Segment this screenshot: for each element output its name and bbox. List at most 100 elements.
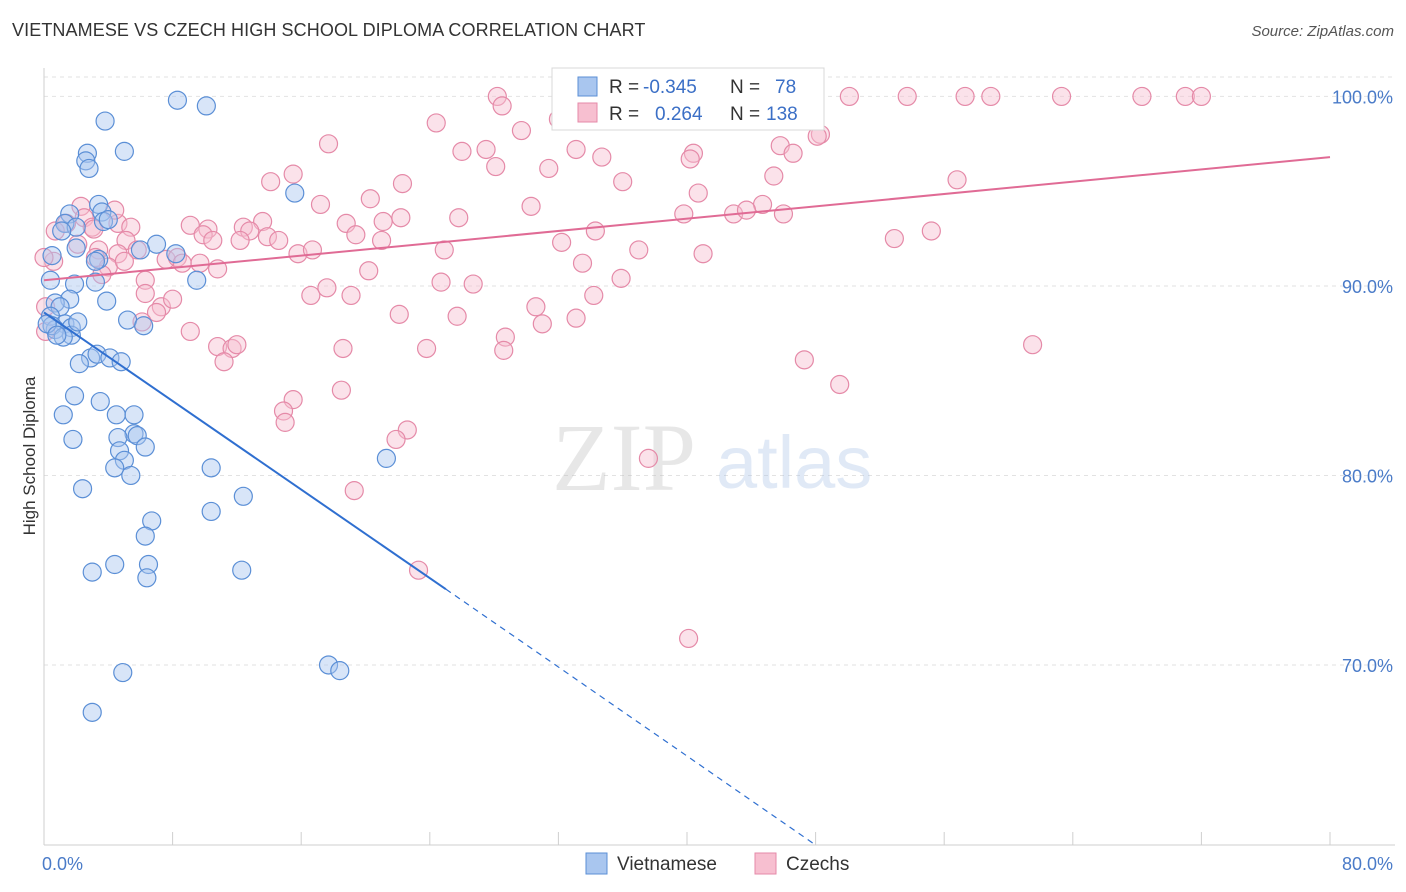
data-point	[166, 244, 186, 264]
data-point	[487, 86, 507, 107]
data-point	[376, 448, 396, 468]
trend-line-vietnamese-extrapolated	[445, 588, 816, 846]
data-point	[884, 228, 904, 249]
data-point	[526, 297, 546, 317]
data-point	[66, 217, 86, 237]
data-point	[397, 420, 417, 440]
data-point	[135, 437, 155, 457]
legend-swatch-vietnamese	[577, 76, 598, 97]
data-point	[106, 405, 126, 425]
data-point	[981, 86, 1001, 107]
data-point	[201, 501, 221, 522]
data-point	[611, 268, 631, 288]
data-point	[511, 120, 532, 141]
data-point	[736, 200, 757, 220]
data-point	[1175, 86, 1195, 107]
y-tick-label: 90.0%	[1342, 277, 1393, 297]
data-point	[69, 354, 89, 374]
data-point	[947, 170, 967, 190]
data-point	[1051, 86, 1072, 107]
data-point	[392, 174, 413, 194]
data-point	[146, 302, 167, 323]
y-tick-label: 100.0%	[1332, 87, 1393, 107]
legend-r-value-czechs: 0.264	[655, 104, 703, 125]
data-point	[72, 479, 93, 499]
data-point	[360, 189, 380, 209]
data-point	[275, 412, 295, 432]
data-point	[47, 325, 67, 345]
data-point	[572, 253, 593, 273]
data-point	[253, 211, 273, 232]
data-point	[98, 210, 118, 230]
data-point	[130, 240, 151, 260]
trend-line-czechs	[43, 156, 1331, 282]
data-point	[52, 221, 72, 241]
data-point	[187, 270, 207, 290]
data-point	[34, 247, 54, 268]
data-point	[283, 164, 303, 184]
data-point	[463, 274, 483, 294]
data-point	[89, 249, 109, 270]
data-point	[592, 147, 612, 167]
data-point	[955, 86, 975, 107]
data-point	[629, 240, 649, 260]
vietnamese-points	[37, 90, 396, 722]
data-point	[301, 285, 321, 306]
data-point	[82, 562, 102, 582]
data-point	[638, 448, 659, 468]
x-ticks	[43, 832, 1331, 845]
data-point	[82, 702, 102, 722]
czechs-points	[34, 86, 1212, 649]
data-point	[897, 86, 917, 107]
data-point	[85, 251, 106, 271]
data-point	[36, 297, 56, 317]
data-point	[127, 426, 147, 446]
bottom-legend-vietnamese: Vietnamese	[617, 854, 717, 875]
legend-swatch-czechs	[577, 102, 598, 123]
data-point	[196, 96, 216, 116]
data-point	[584, 285, 604, 306]
data-point	[344, 481, 364, 501]
data-point	[921, 221, 941, 241]
watermark: ZIP atlas	[552, 404, 872, 511]
data-point	[53, 405, 73, 425]
data-point	[773, 204, 794, 224]
data-point	[539, 158, 559, 179]
data-point	[42, 246, 62, 266]
data-point	[137, 568, 157, 588]
y-tick-label: 70.0%	[1342, 656, 1393, 676]
data-point	[693, 244, 713, 264]
data-point	[389, 304, 409, 324]
data-point	[63, 429, 83, 450]
data-point	[391, 208, 411, 228]
data-point	[447, 306, 467, 326]
data-point	[85, 272, 106, 292]
data-point	[371, 230, 392, 251]
bottom-swatch-czechs	[754, 852, 777, 875]
data-point	[331, 380, 351, 400]
bottom-legend-czechs: Czechs	[786, 854, 849, 875]
data-point	[92, 202, 112, 222]
data-point	[566, 139, 586, 160]
data-point	[114, 141, 134, 161]
data-point	[492, 96, 512, 116]
data-point	[566, 308, 586, 328]
data-point	[135, 526, 155, 546]
data-point	[426, 113, 446, 133]
data-point	[111, 352, 131, 372]
data-point	[261, 172, 281, 192]
watermark-zip: ZIP	[552, 404, 696, 511]
data-point	[346, 225, 366, 245]
data-point	[97, 291, 117, 311]
data-point	[486, 156, 506, 177]
data-point	[134, 316, 154, 336]
data-point	[203, 230, 223, 251]
legend-n-value-vietnamese: 78	[775, 77, 796, 98]
data-point	[494, 340, 514, 360]
y-axis-label: High School Diploma	[20, 376, 39, 535]
data-point	[190, 253, 210, 273]
data-point	[257, 227, 278, 247]
data-point	[476, 139, 496, 160]
data-point	[117, 310, 138, 330]
data-point	[1132, 86, 1152, 107]
